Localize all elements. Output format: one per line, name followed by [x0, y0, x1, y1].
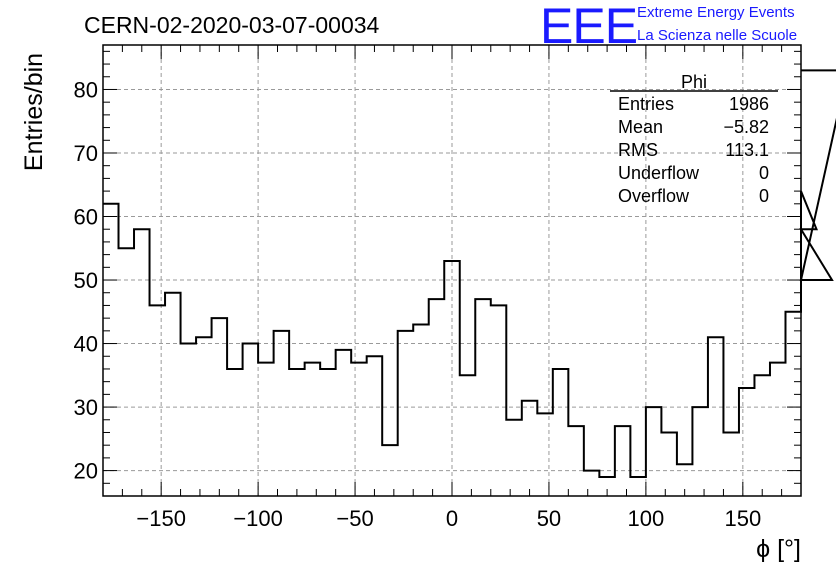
- stats-label-rms: RMS: [618, 140, 658, 160]
- y-tick-label: 80: [74, 77, 98, 102]
- x-tick-label: −50: [336, 506, 373, 531]
- stats-box: Phi Entries 1986 Mean −5.82 RMS 113.1 Un…: [610, 72, 778, 206]
- y-tick-label: 60: [74, 205, 98, 230]
- y-tick-label: 30: [74, 395, 98, 420]
- stats-title: Phi: [681, 72, 707, 92]
- x-tick-label: −150: [136, 506, 186, 531]
- stats-label-mean: Mean: [618, 117, 663, 137]
- stats-value-overflow: 0: [759, 186, 769, 206]
- x-tick-label: 50: [537, 506, 561, 531]
- stats-value-mean: −5.82: [723, 117, 769, 137]
- run-title: CERN-02-2020-03-07-00034: [84, 12, 380, 38]
- stats-value-entries: 1986: [729, 94, 769, 114]
- x-tick-label: −100: [233, 506, 283, 531]
- grid-lines: [103, 45, 801, 496]
- stats-label-overflow: Overflow: [618, 186, 690, 206]
- x-tick-label: 150: [724, 506, 761, 531]
- logo-line-2: La Scienza nelle Scuole: [637, 27, 797, 44]
- y-tick-label: 70: [74, 141, 98, 166]
- x-tick-label: 100: [628, 506, 665, 531]
- tick-labels: −150 −100 −50 0 50 100 150 20 30 40 50 60 70 80: [74, 77, 762, 531]
- axis-ticks: [102, 45, 802, 497]
- stats-label-entries: Entries: [618, 94, 674, 114]
- y-tick-label: 50: [74, 268, 98, 293]
- stats-value-underflow: 0: [759, 163, 769, 183]
- stats-value-rms: 113.1: [725, 140, 769, 160]
- y-axis-label: Entries/bin: [20, 53, 48, 171]
- y-tick-label: 20: [74, 459, 98, 484]
- stats-label-underflow: Underflow: [618, 163, 700, 183]
- logo-letters: EEE: [540, 0, 637, 54]
- histogram-series-phi: [103, 69, 836, 478]
- x-axis-label: ϕ [°]: [756, 535, 801, 563]
- eee-logo: EEE Extreme Energy Events La Scienza nel…: [540, 0, 797, 54]
- y-tick-label: 40: [74, 332, 98, 357]
- x-tick-label: 0: [446, 506, 458, 531]
- logo-line-1: Extreme Energy Events: [637, 4, 795, 21]
